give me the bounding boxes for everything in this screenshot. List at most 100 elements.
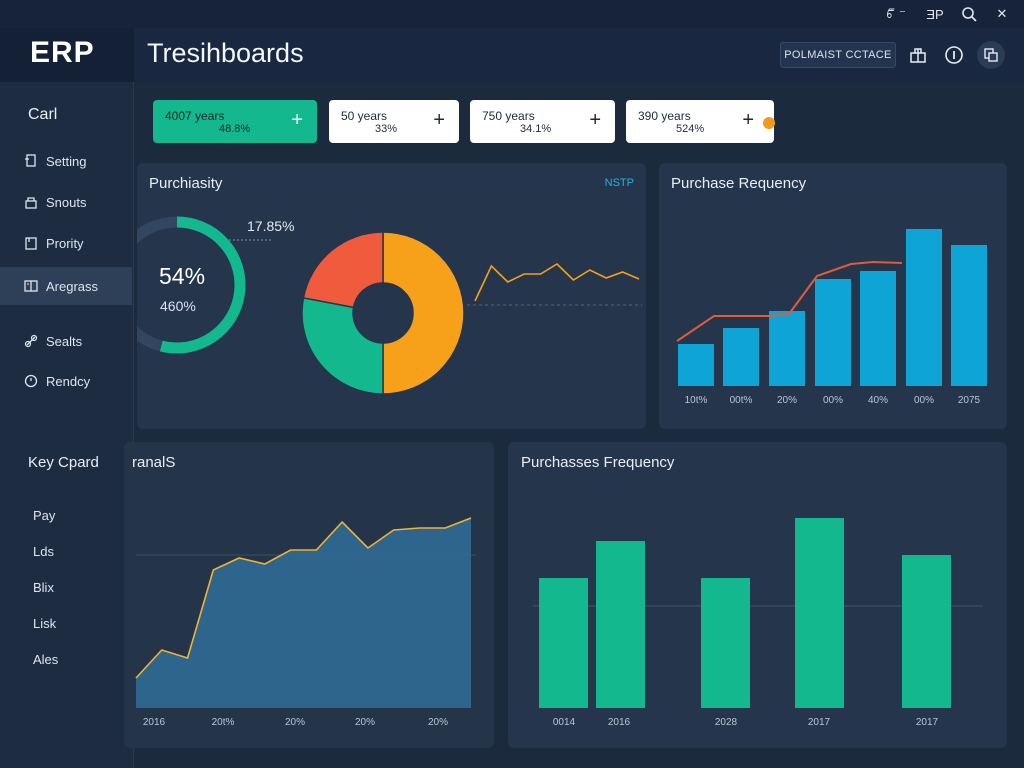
panel-tag-link[interactable]: NSTP bbox=[604, 177, 634, 189]
link-icon bbox=[24, 334, 40, 348]
x-tick-label: 20% bbox=[427, 717, 448, 728]
close-icon[interactable]: ✕ bbox=[996, 6, 1008, 21]
add-icon[interactable]: + bbox=[291, 109, 303, 131]
gauge-callout: 17.85% bbox=[247, 218, 295, 234]
sidebar-item-label: Aregrass bbox=[46, 278, 99, 294]
trend-line bbox=[676, 260, 903, 342]
status-dot bbox=[763, 117, 775, 129]
kpi-chip[interactable]: 4007 years 48.8% + bbox=[153, 100, 317, 143]
green-bar-chart bbox=[533, 518, 983, 708]
page-title: Tresihboards bbox=[147, 38, 304, 68]
purchiasity-panel: Purchiasity NSTP 54% 460% 17.85% bbox=[137, 163, 646, 429]
donut-chart bbox=[301, 231, 465, 395]
kpi-chip-value: 48.8% bbox=[219, 123, 251, 135]
x-tick-label: 10t% bbox=[684, 395, 708, 406]
sidebar-heading: Carl bbox=[28, 106, 58, 123]
gauge-sub-value: 460% bbox=[160, 298, 196, 314]
kpi-chip-title: 50 years bbox=[341, 109, 388, 123]
x-tick-label: 20% bbox=[284, 717, 305, 728]
bar bbox=[815, 279, 851, 386]
clock-icon bbox=[24, 374, 40, 388]
sidebar-item-prority[interactable]: Prority bbox=[0, 224, 134, 262]
x-tick-label: 40% bbox=[867, 395, 888, 406]
x-tick-label: 2017 bbox=[807, 717, 831, 728]
app-header: ERP Tresihboards POLMAIST CCTACE bbox=[0, 28, 1024, 82]
kpi-chip-value: 33% bbox=[375, 123, 398, 135]
x-tick-label: 2017 bbox=[915, 717, 939, 728]
frequency-chart bbox=[676, 229, 987, 386]
app-badge-icon[interactable]: ƎP bbox=[926, 6, 944, 22]
sparkline-chart bbox=[467, 262, 642, 306]
pie-slice bbox=[301, 296, 384, 395]
kpi-chip-title: 4007 years bbox=[165, 109, 225, 123]
sidebar-item-aregrass[interactable]: Aregrass bbox=[0, 267, 132, 305]
kpi-chip-value: 524% bbox=[676, 123, 705, 135]
purchases-frequency-panel: Purchasses Frequency 0014 2016 2028 2017 201… bbox=[508, 442, 1007, 748]
sidebar-item-setting[interactable]: Setting bbox=[0, 142, 134, 180]
sidebar-item-label: Rendcy bbox=[46, 373, 91, 389]
search-icon[interactable] bbox=[956, 5, 982, 23]
sidebar-subitem-lisk[interactable]: Lisk bbox=[33, 616, 57, 631]
gauge-progress-arc bbox=[159, 216, 246, 354]
add-icon[interactable]: + bbox=[589, 109, 601, 131]
book-icon bbox=[24, 279, 40, 293]
sidebar-subitem-blix[interactable]: Blix bbox=[33, 580, 54, 595]
panel-title: Purchase Requency bbox=[671, 175, 807, 192]
x-tick-label: 00t% bbox=[729, 395, 753, 406]
sidebar-item-sealts[interactable]: Sealts bbox=[0, 322, 134, 360]
share-icon[interactable] bbox=[904, 41, 932, 69]
header-action-button[interactable]: POLMAIST CCTACE bbox=[780, 42, 896, 68]
bar bbox=[596, 541, 645, 708]
sidebar-section-heading: Key Cpard bbox=[28, 454, 99, 471]
sidebar-item-label: Snouts bbox=[46, 194, 87, 210]
user-switch-icon[interactable]: ꔿ ⁻ bbox=[886, 6, 906, 21]
kpi-chip[interactable]: 750 years 34.1% + bbox=[470, 100, 615, 143]
bar bbox=[539, 578, 588, 708]
sidebar-subitem-lds[interactable]: Lds bbox=[33, 544, 54, 559]
sidebar-item-snouts[interactable]: Snouts bbox=[0, 183, 134, 221]
panel-title: Purchiasity bbox=[149, 175, 223, 192]
x-tick-label: 00% bbox=[822, 395, 843, 406]
bar bbox=[860, 271, 896, 386]
x-tick-label: 2016 bbox=[607, 717, 631, 728]
copy-icon[interactable] bbox=[977, 41, 1005, 69]
x-tick-label: 20% bbox=[354, 717, 375, 728]
area-fill bbox=[136, 518, 471, 708]
sidebar: Carl Setting Snouts Prority Aregrass Sea… bbox=[0, 82, 134, 768]
gauge-main-value: 54% bbox=[159, 263, 206, 289]
sidebar-subitem-ales[interactable]: Ales bbox=[33, 652, 59, 667]
kpi-chip[interactable]: 390 years 524% + bbox=[626, 100, 774, 143]
kpi-chip-title: 390 years bbox=[638, 109, 691, 123]
x-tick-label: 20% bbox=[776, 395, 797, 406]
kpi-chip-value: 34.1% bbox=[520, 123, 552, 135]
kpi-chip[interactable]: 50 years 33% + bbox=[329, 100, 459, 143]
bar bbox=[902, 555, 951, 708]
add-icon[interactable]: + bbox=[742, 109, 754, 131]
bar bbox=[769, 311, 805, 386]
kpi-chip-title: 750 years bbox=[482, 109, 535, 123]
panel-title: Purchasses Frequency bbox=[521, 454, 675, 471]
area-line bbox=[135, 517, 472, 679]
pie-slice bbox=[382, 231, 465, 395]
add-icon[interactable]: + bbox=[433, 109, 445, 131]
sidebar-subitem-pay[interactable]: Pay bbox=[33, 508, 56, 523]
bar bbox=[951, 245, 987, 386]
bar bbox=[701, 578, 750, 708]
ranals-panel: ranalS 2016 20t% 20% 20% 20% bbox=[124, 442, 494, 748]
x-tick-label: 2075 bbox=[957, 395, 981, 406]
sidebar-item-rendcy[interactable]: Rendcy bbox=[0, 362, 134, 400]
panel-title: ranalS bbox=[132, 454, 176, 471]
purchiasity-charts bbox=[137, 216, 642, 395]
sidebar-item-label: Setting bbox=[46, 153, 87, 169]
document-icon bbox=[24, 154, 40, 168]
x-tick-label: 00% bbox=[913, 395, 934, 406]
box-icon bbox=[24, 236, 40, 250]
logo-container: ERP bbox=[0, 28, 134, 82]
bar bbox=[723, 328, 759, 386]
area-chart bbox=[135, 517, 476, 708]
window-titlebar: ꔿ ⁻ ƎP ✕ bbox=[0, 0, 1024, 28]
pie-slice bbox=[302, 231, 384, 309]
lock-icon bbox=[24, 195, 40, 209]
info-icon[interactable] bbox=[940, 41, 968, 69]
bar bbox=[795, 518, 844, 708]
